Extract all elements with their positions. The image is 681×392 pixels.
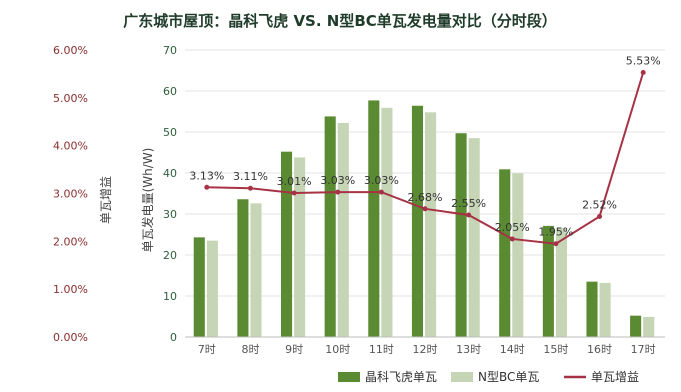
gain-data-label: 3.03% <box>364 174 399 187</box>
y-left-tick-label: 70 <box>163 44 177 57</box>
bar-jinko <box>368 100 380 338</box>
bar-nbc <box>512 173 524 337</box>
x-tick-label: 9时 <box>285 343 303 356</box>
gain-point <box>597 213 603 219</box>
bar-jinko <box>455 133 467 337</box>
bar-nbc <box>206 240 218 337</box>
y-left-tick-label: 10 <box>163 290 177 303</box>
y-left-tick-label: 50 <box>163 126 177 139</box>
bar-nbc <box>250 203 262 337</box>
bar-nbc <box>599 282 611 337</box>
bar-nbc <box>468 138 480 337</box>
gain-data-label: 3.11% <box>233 170 268 183</box>
bar-jinko <box>499 169 511 337</box>
legend: 晶科飞虎单瓦 N型BC单瓦 单瓦增益 <box>338 370 639 384</box>
bar-jinko <box>281 151 293 337</box>
bar-jinko <box>324 116 336 337</box>
line-layer <box>204 69 646 247</box>
gain-data-label: 2.55% <box>451 197 486 210</box>
x-tick-label: 16时 <box>587 343 612 356</box>
y-right-tick-label: 3.00% <box>53 188 88 201</box>
gain-data-label: 3.13% <box>189 169 224 182</box>
y-left-tick-label: 0 <box>170 331 177 344</box>
gain-point <box>247 185 253 191</box>
y-left-tick-label: 20 <box>163 249 177 262</box>
gain-point <box>553 241 559 247</box>
x-tick-label: 10时 <box>325 343 350 356</box>
y-right-tick-label: 6.00% <box>53 44 88 57</box>
gain-point <box>335 189 341 195</box>
y-left-tick-label: 30 <box>163 208 177 221</box>
gain-data-label: 2.05% <box>495 221 530 234</box>
bar-jinko <box>586 281 598 337</box>
bar-nbc <box>294 157 306 337</box>
bar-jinko <box>193 237 205 337</box>
legend-swatch <box>451 372 473 382</box>
bar-jinko <box>411 105 423 337</box>
legend-label: 单瓦增益 <box>591 370 639 384</box>
bar-nbc <box>425 112 437 337</box>
y-left-tick-label: 40 <box>163 167 177 180</box>
gain-point <box>640 69 646 75</box>
bar-jinko <box>542 225 554 337</box>
gain-data-label: 2.68% <box>408 191 443 204</box>
bars-layer <box>193 100 655 338</box>
y-right-tick-label: 2.00% <box>53 235 88 248</box>
gain-point <box>204 184 210 190</box>
bar-jinko <box>237 199 249 337</box>
x-tick-label: 15时 <box>543 343 568 356</box>
x-tick-label: 14时 <box>500 343 525 356</box>
gain-data-label: 3.01% <box>277 175 312 188</box>
x-tick-label: 12时 <box>413 343 438 356</box>
gain-point <box>466 212 472 218</box>
gain-point <box>422 206 428 212</box>
legend-label: 晶科飞虎单瓦 <box>365 370 437 384</box>
y-right-tick-label: 4.00% <box>53 140 88 153</box>
gain-point <box>378 189 384 195</box>
x-tick-label: 11时 <box>369 343 394 356</box>
gain-point <box>509 236 515 242</box>
y-right-axis-title: 单瓦增益 <box>99 176 113 224</box>
bar-nbc <box>643 316 655 337</box>
gain-data-label: 2.52% <box>582 198 617 211</box>
gain-point <box>291 190 297 196</box>
x-tick-label: 17时 <box>631 343 656 356</box>
y-left-tick-label: 60 <box>163 85 177 98</box>
labels-layer: 3.13% 3.11% 3.01% 3.03% 3.03% 2.68% 2.55% 2.05%… <box>189 54 660 238</box>
y-right-tick-label: 5.00% <box>53 92 88 105</box>
y-right-tick-label: 1.00% <box>53 283 88 296</box>
gain-data-label: 1.95% <box>538 226 573 239</box>
x-tick-label: 8时 <box>241 343 259 356</box>
x-tick-label: 13时 <box>456 343 481 356</box>
legend-label: N型BC单瓦 <box>478 370 539 384</box>
gain-data-label: 5.53% <box>626 54 661 67</box>
bar-jinko <box>630 315 642 337</box>
y-left-axis-title: 单瓦发电量(Wh/W) <box>140 148 155 253</box>
bar-nbc <box>337 122 349 337</box>
chart-title: 广东城市屋顶：晶科飞虎 VS. N型BC单瓦发电量对比（分时段） <box>123 12 557 30</box>
bar-nbc <box>555 227 567 337</box>
gain-data-label: 3.03% <box>320 174 355 187</box>
axis-layer: 0 10 20 30 40 50 60 70 0.00% 1.00% 2.00% 3.00% 4.00%… <box>53 44 665 356</box>
x-tick-label: 7时 <box>198 343 216 356</box>
bar-nbc <box>381 107 393 337</box>
legend-swatch <box>338 372 360 382</box>
y-right-tick-label: 0.00% <box>53 331 88 344</box>
